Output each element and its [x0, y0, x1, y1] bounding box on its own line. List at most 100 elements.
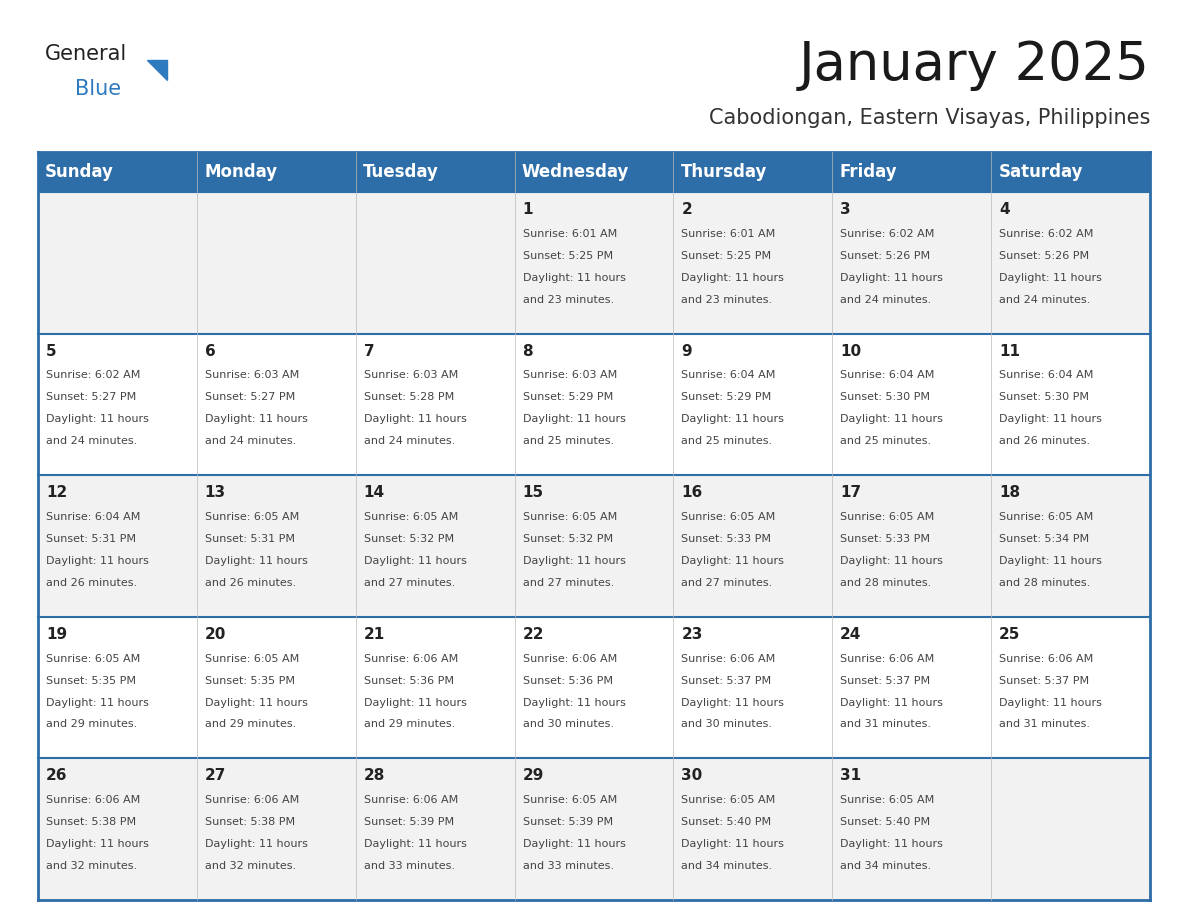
Bar [38, 758, 197, 900]
Text: Daylight: 11 hours: Daylight: 11 hours [682, 273, 784, 283]
Text: and 29 minutes.: and 29 minutes. [46, 720, 137, 730]
Text: Sunrise: 6:05 AM: Sunrise: 6:05 AM [204, 654, 299, 664]
Text: Sunset: 5:32 PM: Sunset: 5:32 PM [364, 534, 454, 544]
Text: Sunrise: 6:05 AM: Sunrise: 6:05 AM [523, 795, 617, 805]
Text: 14: 14 [364, 485, 385, 500]
Text: and 26 minutes.: and 26 minutes. [999, 436, 1091, 446]
Bar [833, 152, 991, 192]
Text: and 23 minutes.: and 23 minutes. [523, 295, 614, 305]
Text: and 30 minutes.: and 30 minutes. [523, 720, 613, 730]
Text: Sunset: 5:34 PM: Sunset: 5:34 PM [999, 534, 1089, 544]
Text: and 25 minutes.: and 25 minutes. [840, 436, 931, 446]
Text: 23: 23 [682, 627, 703, 642]
Bar [674, 758, 833, 900]
Text: Sunrise: 6:02 AM: Sunrise: 6:02 AM [840, 229, 935, 239]
Text: Sunset: 5:28 PM: Sunset: 5:28 PM [364, 392, 454, 402]
Text: Daylight: 11 hours: Daylight: 11 hours [364, 698, 467, 708]
Bar [991, 192, 1150, 333]
Text: Daylight: 11 hours: Daylight: 11 hours [523, 839, 625, 849]
Bar [833, 333, 991, 476]
Text: Sunset: 5:30 PM: Sunset: 5:30 PM [999, 392, 1089, 402]
Text: Sunrise: 6:05 AM: Sunrise: 6:05 AM [682, 795, 776, 805]
Text: Sunset: 5:31 PM: Sunset: 5:31 PM [46, 534, 135, 544]
Bar [197, 617, 355, 758]
Text: and 27 minutes.: and 27 minutes. [523, 577, 614, 588]
Bar [355, 192, 514, 333]
Text: Daylight: 11 hours: Daylight: 11 hours [46, 414, 148, 424]
Text: Daylight: 11 hours: Daylight: 11 hours [840, 556, 943, 565]
Text: Daylight: 11 hours: Daylight: 11 hours [682, 414, 784, 424]
Text: Friday: Friday [840, 163, 897, 181]
Text: Sunrise: 6:06 AM: Sunrise: 6:06 AM [364, 654, 457, 664]
Text: Sunset: 5:38 PM: Sunset: 5:38 PM [204, 817, 295, 827]
Bar [674, 617, 833, 758]
Text: Saturday: Saturday [998, 163, 1082, 181]
Text: 25: 25 [999, 627, 1020, 642]
Bar [355, 617, 514, 758]
Text: 28: 28 [364, 768, 385, 783]
Text: Sunset: 5:32 PM: Sunset: 5:32 PM [523, 534, 613, 544]
Bar [991, 152, 1150, 192]
Text: Sunrise: 6:06 AM: Sunrise: 6:06 AM [364, 795, 457, 805]
Text: Daylight: 11 hours: Daylight: 11 hours [682, 698, 784, 708]
Text: and 34 minutes.: and 34 minutes. [682, 861, 772, 871]
Text: Daylight: 11 hours: Daylight: 11 hours [999, 556, 1102, 565]
Text: and 31 minutes.: and 31 minutes. [999, 720, 1091, 730]
Text: 15: 15 [523, 485, 544, 500]
Text: Sunset: 5:29 PM: Sunset: 5:29 PM [523, 392, 613, 402]
Text: 21: 21 [364, 627, 385, 642]
Text: Daylight: 11 hours: Daylight: 11 hours [840, 273, 943, 283]
Text: Sunrise: 6:01 AM: Sunrise: 6:01 AM [523, 229, 617, 239]
Text: 1: 1 [523, 202, 533, 217]
Bar [355, 758, 514, 900]
Bar [674, 476, 833, 617]
Text: 26: 26 [46, 768, 68, 783]
Text: Sunset: 5:25 PM: Sunset: 5:25 PM [682, 251, 771, 261]
Text: Sunset: 5:33 PM: Sunset: 5:33 PM [682, 534, 771, 544]
Bar [38, 152, 197, 192]
Text: Tuesday: Tuesday [362, 163, 438, 181]
Bar [514, 758, 674, 900]
Text: and 23 minutes.: and 23 minutes. [682, 295, 772, 305]
Text: Sunset: 5:25 PM: Sunset: 5:25 PM [523, 251, 613, 261]
Text: 8: 8 [523, 343, 533, 359]
Text: 27: 27 [204, 768, 226, 783]
Text: and 25 minutes.: and 25 minutes. [682, 436, 772, 446]
Text: Sunrise: 6:05 AM: Sunrise: 6:05 AM [840, 795, 935, 805]
Text: Sunrise: 6:06 AM: Sunrise: 6:06 AM [204, 795, 299, 805]
Text: 19: 19 [46, 627, 67, 642]
Text: Wednesday: Wednesday [522, 163, 630, 181]
Text: and 32 minutes.: and 32 minutes. [46, 861, 137, 871]
Text: 20: 20 [204, 627, 226, 642]
Text: and 30 minutes.: and 30 minutes. [682, 720, 772, 730]
Bar [991, 333, 1150, 476]
Text: Daylight: 11 hours: Daylight: 11 hours [523, 556, 625, 565]
Text: 16: 16 [682, 485, 702, 500]
Text: Daylight: 11 hours: Daylight: 11 hours [840, 414, 943, 424]
Bar [833, 758, 991, 900]
Text: 17: 17 [840, 485, 861, 500]
Bar [197, 152, 355, 192]
Text: Sunrise: 6:06 AM: Sunrise: 6:06 AM [46, 795, 140, 805]
Text: 13: 13 [204, 485, 226, 500]
Text: Sunset: 5:35 PM: Sunset: 5:35 PM [46, 676, 135, 686]
Text: Daylight: 11 hours: Daylight: 11 hours [46, 556, 148, 565]
Bar [38, 476, 197, 617]
Bar [197, 333, 355, 476]
Text: Sunset: 5:27 PM: Sunset: 5:27 PM [46, 392, 137, 402]
Text: Daylight: 11 hours: Daylight: 11 hours [204, 556, 308, 565]
Text: Sunrise: 6:01 AM: Sunrise: 6:01 AM [682, 229, 776, 239]
Text: Sunrise: 6:05 AM: Sunrise: 6:05 AM [204, 512, 299, 522]
Text: and 29 minutes.: and 29 minutes. [364, 720, 455, 730]
Text: Sunrise: 6:06 AM: Sunrise: 6:06 AM [682, 654, 776, 664]
Text: Sunset: 5:35 PM: Sunset: 5:35 PM [204, 676, 295, 686]
Bar [674, 152, 833, 192]
Bar [833, 476, 991, 617]
Text: Sunset: 5:37 PM: Sunset: 5:37 PM [682, 676, 771, 686]
Text: and 29 minutes.: and 29 minutes. [204, 720, 296, 730]
Text: Daylight: 11 hours: Daylight: 11 hours [204, 839, 308, 849]
Text: Sunset: 5:39 PM: Sunset: 5:39 PM [523, 817, 613, 827]
Text: Daylight: 11 hours: Daylight: 11 hours [364, 556, 467, 565]
Text: Sunset: 5:38 PM: Sunset: 5:38 PM [46, 817, 137, 827]
Text: Sunrise: 6:05 AM: Sunrise: 6:05 AM [364, 512, 457, 522]
